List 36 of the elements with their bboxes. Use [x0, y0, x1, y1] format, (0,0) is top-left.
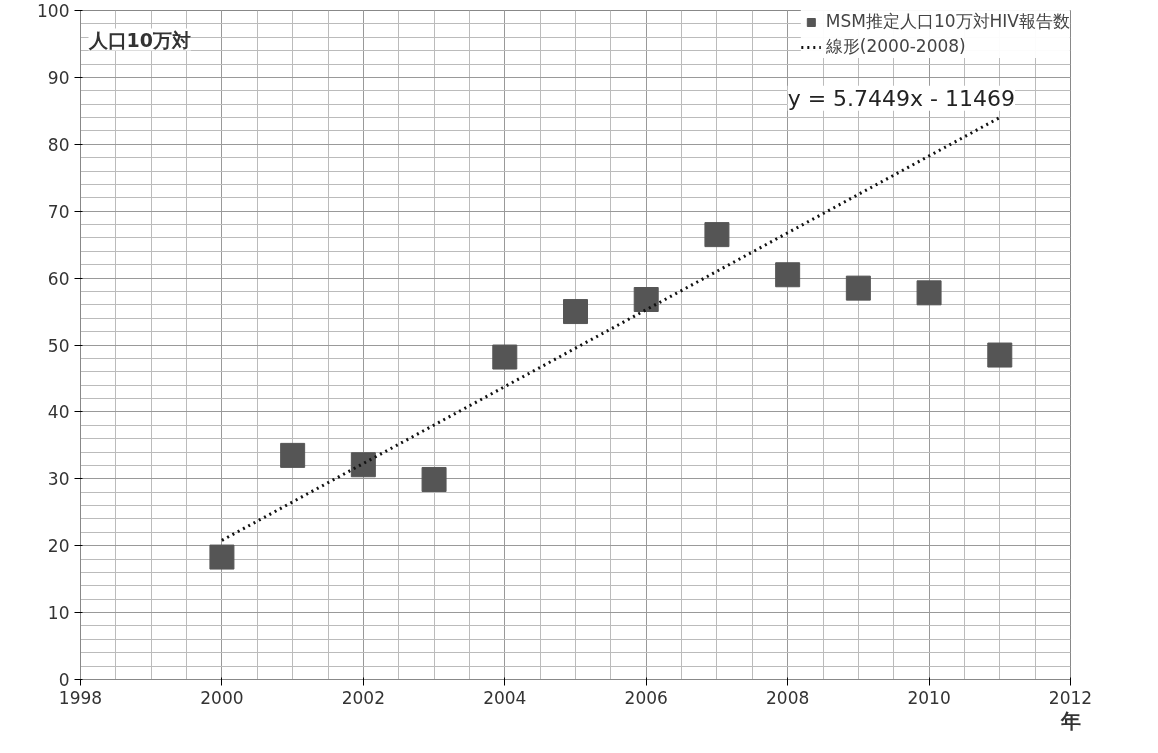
- point: [845, 275, 871, 301]
- point: [209, 544, 235, 570]
- y-axis-title: 人口10万対: [87, 28, 191, 51]
- x-tick-label: 2006: [624, 687, 668, 708]
- point: [987, 342, 1013, 368]
- point: [492, 344, 518, 370]
- y-tick-label: 0: [58, 670, 70, 690]
- point: [280, 442, 306, 468]
- y-tick-label: 100: [37, 1, 70, 21]
- x-tick-label: 2010: [907, 687, 951, 708]
- point: [563, 299, 588, 325]
- point: [704, 222, 730, 248]
- x-tick-label: 1998: [58, 687, 103, 708]
- y-tick-label: 20: [47, 536, 70, 557]
- x-tick-label: 2004: [483, 687, 527, 708]
- y-tick-label: 70: [47, 201, 70, 222]
- point: [633, 287, 659, 313]
- point: [421, 466, 447, 492]
- x-tick-label: 2000: [200, 687, 244, 708]
- y-tick-label: 10: [47, 603, 70, 624]
- x-tick-label: 2012: [1048, 687, 1093, 708]
- point: [916, 280, 942, 306]
- y-tick-label: 80: [47, 134, 70, 155]
- x-axis-title: 年: [1059, 708, 1081, 733]
- x-tick-label: 2008: [766, 687, 810, 708]
- annotation: y = 5.7449x - 11469: [787, 85, 1015, 111]
- legend-label: MSM推定人口10万対HIV報告数: [825, 10, 1070, 33]
- x-tick-label: 2002: [341, 687, 385, 708]
- point: [775, 262, 801, 288]
- y-tick-label: 90: [47, 67, 70, 88]
- y-tick-label: 30: [47, 469, 70, 490]
- y-tick-label: 60: [47, 268, 70, 289]
- y-tick-label: 40: [47, 402, 70, 423]
- point: [350, 452, 376, 478]
- y-tick-label: 50: [47, 335, 70, 356]
- legend-label: 線形(2000-2008): [825, 35, 966, 58]
